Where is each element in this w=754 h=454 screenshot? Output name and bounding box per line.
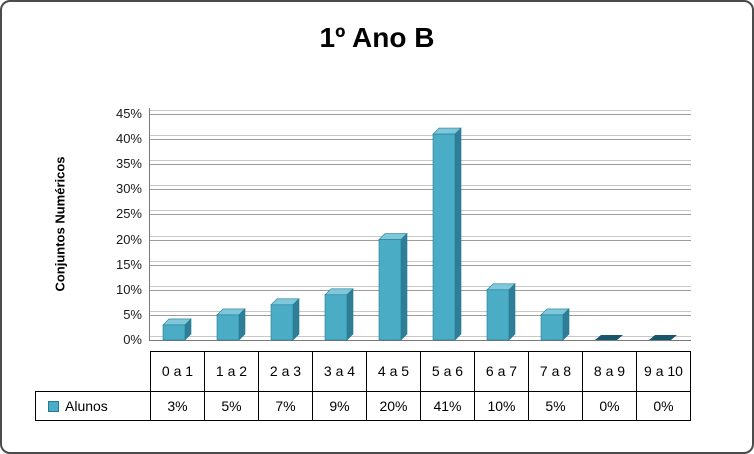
category-cell: 2 a 3 bbox=[258, 351, 313, 392]
y-tick-label: 0% bbox=[123, 332, 142, 347]
category-label: 5 a 6 bbox=[431, 362, 464, 379]
legend-cell: Alunos bbox=[35, 391, 151, 421]
gridline bbox=[150, 314, 691, 316]
value-cell: 3% bbox=[150, 391, 205, 421]
table-corner-blank bbox=[36, 352, 151, 392]
x-axis-line bbox=[150, 340, 691, 341]
y-tick-label: 45% bbox=[115, 106, 142, 121]
value-cell: 9% bbox=[312, 391, 367, 421]
gridline bbox=[150, 164, 691, 166]
category-row: 0 a 1 1 a 2 2 a 3 3 a 4 4 a 5 5 a 6 6 a 7 7 a 8… bbox=[36, 351, 691, 392]
gridline-depth bbox=[150, 185, 691, 187]
bar-9-a-10 bbox=[649, 335, 677, 340]
gridline bbox=[150, 189, 691, 191]
value-cell: 0% bbox=[582, 391, 637, 421]
legend-label: Alunos bbox=[65, 398, 108, 414]
y-axis-title: Conjuntos Numéricos bbox=[52, 156, 68, 292]
value-cell: 20% bbox=[366, 391, 421, 421]
plot-area bbox=[150, 110, 691, 341]
category-cell: 3 a 4 bbox=[312, 351, 367, 392]
gridline-depth bbox=[150, 336, 691, 337]
gridline bbox=[150, 239, 691, 241]
gridline-depth bbox=[150, 135, 691, 137]
category-cell: 9 a 10 bbox=[636, 351, 691, 392]
category-cell: 0 a 1 bbox=[150, 351, 205, 392]
category-cell: 4 a 5 bbox=[366, 351, 421, 392]
gridline bbox=[150, 114, 691, 115]
gridline bbox=[150, 214, 691, 216]
category-cell: 5 a 6 bbox=[420, 351, 475, 392]
bar-4-a-5 bbox=[378, 232, 408, 341]
y-tick-label: 20% bbox=[115, 231, 142, 247]
value-cell: 0% bbox=[636, 391, 691, 421]
gridline-depth bbox=[150, 110, 691, 111]
gridline bbox=[150, 289, 691, 291]
bar-0-a-1 bbox=[162, 318, 192, 341]
category-cell: 7 a 8 bbox=[528, 351, 583, 392]
gridline bbox=[150, 264, 691, 266]
chart-title: 1º Ano B bbox=[319, 22, 435, 53]
category-label: 8 a 9 bbox=[593, 362, 626, 379]
bar-6-a-7 bbox=[486, 283, 516, 341]
value-cell: 41% bbox=[420, 391, 475, 421]
y-tick-label: 30% bbox=[115, 181, 142, 197]
gridline-depth bbox=[150, 210, 691, 212]
data-table: 0 a 1 1 a 2 2 a 3 3 a 4 4 a 5 5 a 6 6 a 7 7 a 8… bbox=[35, 351, 691, 421]
gridline-depth bbox=[150, 235, 691, 237]
value-cell: 5% bbox=[528, 391, 583, 421]
value-cell: 10% bbox=[474, 391, 529, 421]
y-tick-label: 25% bbox=[115, 206, 142, 222]
bar-2-a-3 bbox=[270, 298, 300, 341]
gridline-depth bbox=[150, 160, 691, 162]
bar-5-a-6 bbox=[432, 127, 462, 341]
y-axis-line bbox=[149, 108, 150, 341]
bars-svg bbox=[162, 127, 677, 341]
category-label: 3 a 4 bbox=[323, 362, 356, 379]
series-legend: Alunos bbox=[36, 398, 150, 414]
category-cell: 8 a 9 bbox=[582, 351, 637, 392]
gridline-depth bbox=[150, 260, 691, 262]
category-label: 7 a 8 bbox=[539, 362, 572, 379]
category-label: 1 a 2 bbox=[215, 362, 248, 379]
bar-7-a-8 bbox=[540, 308, 570, 341]
value-cell: 7% bbox=[258, 391, 313, 421]
y-tick-label: 35% bbox=[115, 156, 142, 172]
value-cell: 5% bbox=[204, 391, 259, 421]
category-label: 6 a 7 bbox=[485, 362, 518, 379]
bar-8-a-9 bbox=[595, 335, 623, 340]
category-label: 9 a 10 bbox=[644, 362, 683, 379]
category-label: 2 a 3 bbox=[269, 362, 302, 379]
legend-marker-icon bbox=[48, 400, 59, 412]
value-row: Alunos 3% 5% 7% 9% 20% 41% 10% 5% 0% 0% bbox=[35, 391, 691, 421]
category-cell: 1 a 2 bbox=[204, 351, 259, 392]
y-tick-label: 40% bbox=[115, 131, 142, 147]
bar-3-a-4 bbox=[324, 288, 354, 341]
category-label: 0 a 1 bbox=[161, 362, 194, 379]
y-tick-label: 10% bbox=[115, 281, 142, 297]
bar-1-a-2 bbox=[216, 308, 246, 341]
y-tick-label: 15% bbox=[115, 256, 142, 272]
category-cell: 6 a 7 bbox=[474, 351, 529, 392]
gridline-depth bbox=[150, 310, 691, 312]
gridline-depth bbox=[150, 285, 691, 287]
category-label: 4 a 5 bbox=[377, 362, 410, 379]
gridline bbox=[150, 139, 691, 141]
y-tick-label: 5% bbox=[123, 306, 142, 322]
